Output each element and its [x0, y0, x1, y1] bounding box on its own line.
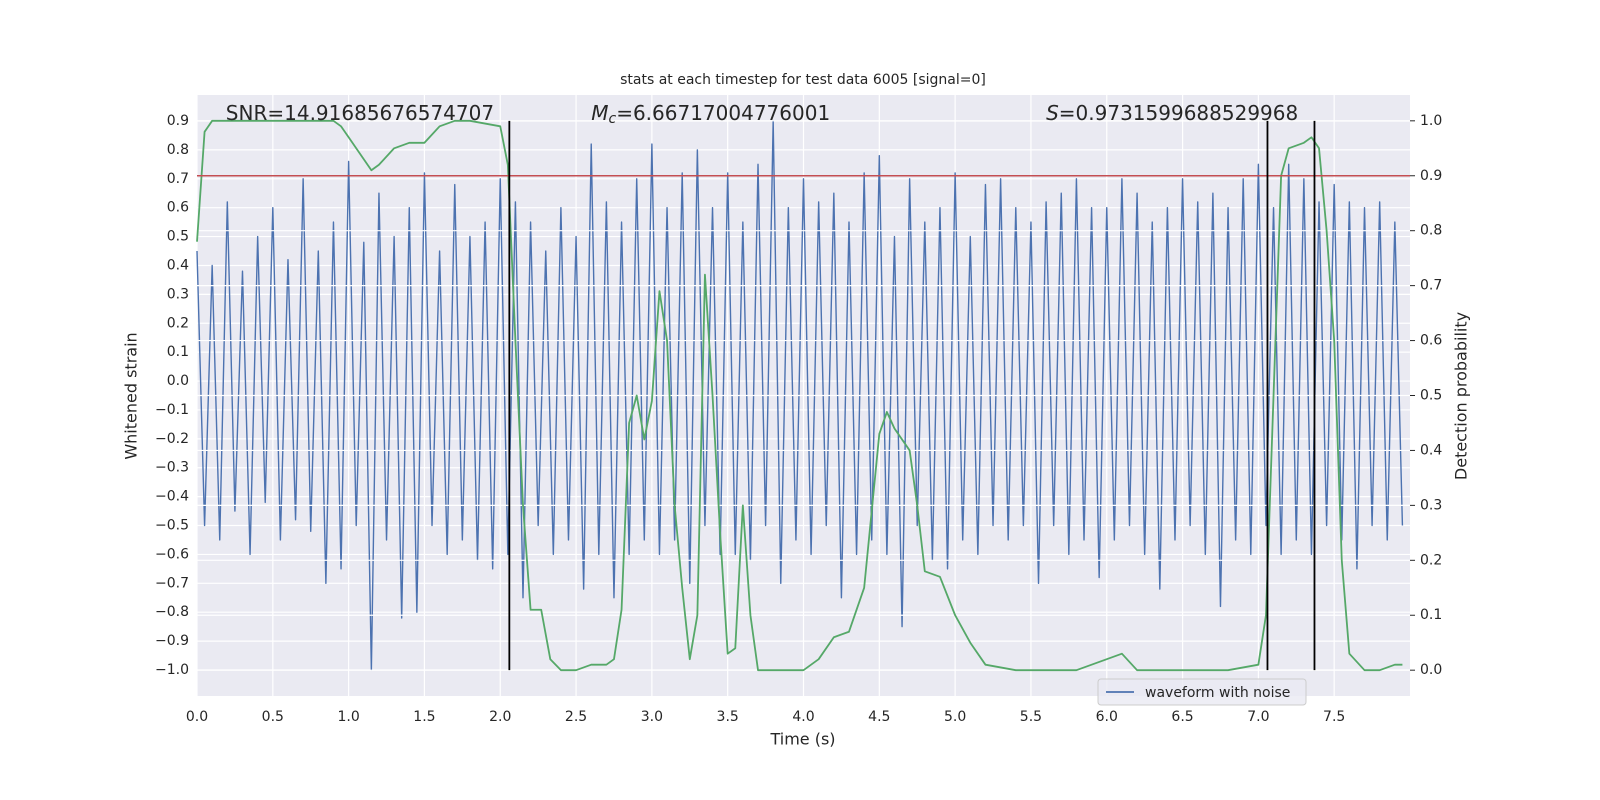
y2-tick-label: 0.7: [1420, 278, 1442, 294]
x-tick-label: 2.0: [489, 709, 511, 725]
y-tick-label: 0.6: [167, 200, 189, 216]
annotation: SNR=14.91685676574707: [226, 101, 494, 125]
y2-tick-label: 0.1: [1420, 607, 1442, 623]
y-tick-label: −0.8: [155, 604, 189, 620]
y-tick-label: 0.5: [167, 229, 189, 245]
x-tick-label: 7.5: [1323, 709, 1345, 725]
y-tick-label: −0.3: [155, 460, 189, 476]
y-tick-label: 0.4: [167, 257, 189, 273]
x-tick-label: 5.0: [944, 709, 966, 725]
y-tick-label: 0.7: [167, 171, 189, 187]
y-tick-label: 0.9: [167, 113, 189, 129]
y-tick-label: 0.3: [167, 286, 189, 302]
series-line: [196, 119, 1403, 672]
y-tick-label: 0.8: [167, 142, 189, 158]
y2-tick-label: 0.6: [1420, 333, 1442, 349]
x-tick-label: 6.5: [1171, 709, 1193, 725]
legend-box: [1097, 678, 1307, 706]
y-tick-label: 0.0: [167, 373, 189, 389]
y2-tick-label: 0.9: [1420, 168, 1442, 184]
annotation-symbol: M: [591, 101, 608, 125]
y-tick-label: −0.4: [155, 489, 189, 505]
annotation-value: =14.91685676574707: [267, 101, 494, 125]
annotation-value: =0.9731599688529968: [1059, 101, 1298, 125]
y2-axis-label: Detection probability: [1452, 312, 1471, 480]
y-tick-label: −0.5: [155, 518, 189, 534]
annotation-subscript: c: [608, 111, 616, 127]
y-tick-label: 0.1: [167, 344, 189, 360]
y-tick-label: −0.7: [155, 575, 189, 591]
y-tick-label: −0.1: [155, 402, 189, 418]
chart-title: stats at each timestep for test data 600…: [620, 72, 986, 88]
y2-tick-label: 0.3: [1420, 497, 1442, 513]
x-tick-label: 0.0: [186, 709, 208, 725]
y-tick-label: −1.0: [155, 662, 189, 678]
x-axis-label: Time (s): [769, 730, 835, 749]
x-tick-label: 5.5: [1020, 709, 1042, 725]
x-tick-label: 0.5: [262, 709, 284, 725]
annotation-symbol: S: [1046, 101, 1059, 125]
x-tick-label: 3.5: [717, 709, 739, 725]
annotation: S=0.9731599688529968: [1046, 101, 1298, 125]
x-tick-label: 4.0: [792, 709, 814, 725]
y-tick-label: −0.6: [155, 546, 189, 562]
annotation-value: =6.66717004776001: [616, 101, 830, 125]
y2-tick-label: 0.2: [1420, 552, 1442, 568]
y2-tick-label: 0.4: [1420, 442, 1442, 458]
x-tick-label: 2.5: [565, 709, 587, 725]
legend-label: waveform with noise: [1145, 685, 1290, 701]
y2-tick-label: 1.0: [1420, 113, 1442, 129]
series-line: [196, 120, 1404, 671]
y-tick-label: −0.2: [155, 431, 189, 447]
x-tick-label: 3.0: [641, 709, 663, 725]
y-axis-label: Whitened strain: [122, 332, 141, 459]
y-tick-label: −0.9: [155, 633, 189, 649]
x-tick-label: 1.5: [413, 709, 435, 725]
x-tick-label: 4.5: [868, 709, 890, 725]
annotation-symbol: SNR: [226, 101, 268, 125]
x-tick-label: 6.0: [1096, 709, 1118, 725]
x-tick-label: 7.0: [1247, 709, 1269, 725]
y2-tick-label: 0.5: [1420, 388, 1442, 404]
y2-tick-label: 0.8: [1420, 223, 1442, 239]
annotation: Mc=6.66717004776001: [591, 101, 830, 128]
x-tick-label: 1.0: [337, 709, 359, 725]
y-tick-label: 0.2: [167, 315, 189, 331]
y2-tick-label: 0.0: [1420, 662, 1442, 678]
